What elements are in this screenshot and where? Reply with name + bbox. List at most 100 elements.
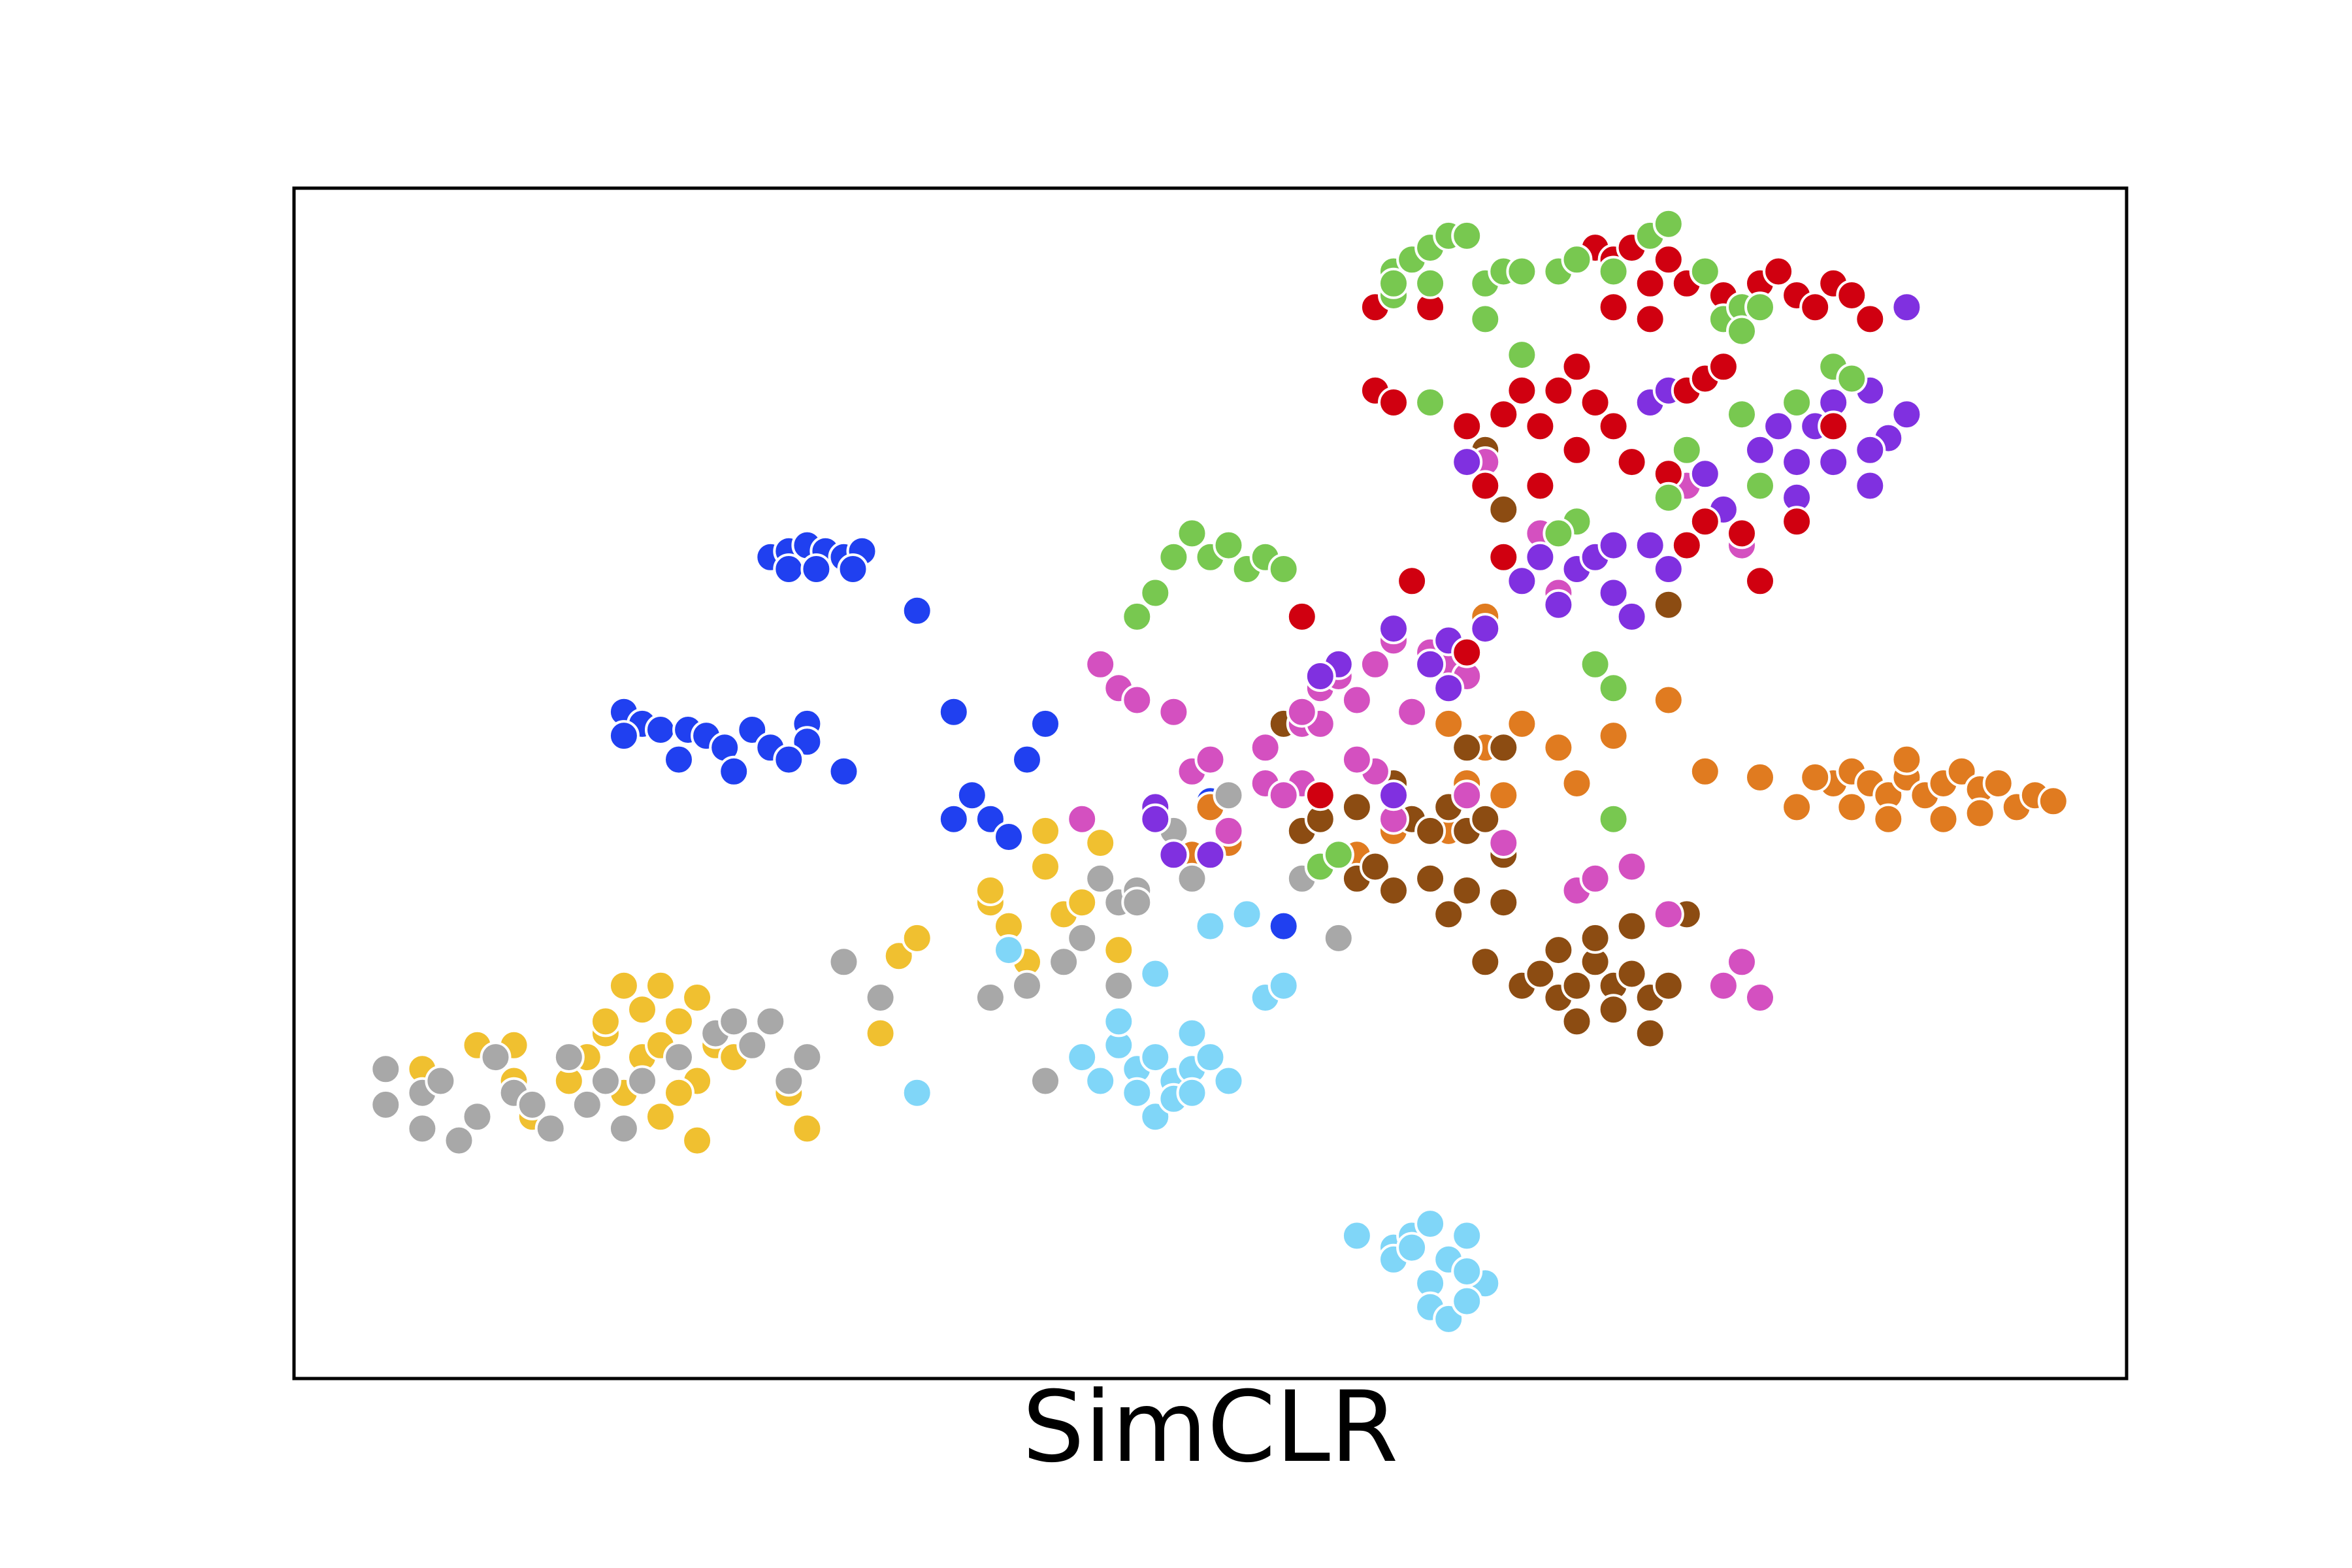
scatter-point bbox=[1524, 958, 1556, 990]
scatter-point bbox=[956, 779, 988, 811]
scatter-point bbox=[1414, 862, 1446, 894]
scatter-point bbox=[974, 875, 1006, 906]
scatter-point bbox=[1267, 553, 1299, 585]
scatter-point bbox=[1872, 803, 1904, 835]
scatter-point bbox=[1616, 851, 1648, 883]
scatter-point bbox=[589, 1065, 621, 1097]
scatter-series-2 bbox=[406, 815, 1135, 1156]
scatter-point bbox=[1396, 696, 1428, 728]
scatter-point bbox=[1451, 1220, 1483, 1252]
scatter-point bbox=[1781, 387, 1813, 418]
scatter-point bbox=[1469, 803, 1501, 835]
scatter-point bbox=[1341, 791, 1373, 823]
scatter-point bbox=[1322, 839, 1354, 871]
points-layer bbox=[370, 208, 2069, 1335]
scatter-point bbox=[1616, 958, 1648, 990]
scatter-point bbox=[1616, 910, 1648, 942]
scatter-point bbox=[425, 1065, 457, 1097]
scatter-point bbox=[1231, 898, 1263, 930]
scatter-point bbox=[1652, 970, 1684, 1002]
scatter-point bbox=[1451, 446, 1483, 478]
scatter-point bbox=[1854, 470, 1886, 502]
scatter-series-9 bbox=[1121, 208, 1868, 883]
scatter-point bbox=[1744, 291, 1776, 323]
scatter-point bbox=[1652, 553, 1684, 585]
scatter-point bbox=[608, 970, 640, 1002]
scatter-point bbox=[1543, 732, 1575, 764]
scatter-point bbox=[1836, 791, 1868, 823]
scatter-point bbox=[1543, 374, 1575, 406]
scatter-point bbox=[1744, 565, 1776, 597]
scatter-point bbox=[1836, 363, 1868, 395]
scatter-point bbox=[1267, 910, 1299, 942]
scatter-point bbox=[1561, 768, 1593, 799]
scatter-point bbox=[1085, 862, 1117, 894]
scatter-point bbox=[1085, 827, 1117, 859]
scatter-point bbox=[1414, 1208, 1446, 1240]
scatter-point bbox=[1304, 661, 1336, 692]
scatter-point bbox=[1652, 684, 1684, 716]
scatter-point bbox=[1378, 387, 1409, 418]
scatter-point bbox=[608, 1113, 640, 1145]
scatter-series-8 bbox=[1286, 232, 1886, 811]
scatter-point bbox=[1652, 482, 1684, 514]
scatter-point bbox=[1634, 1017, 1666, 1049]
scatter-point bbox=[1726, 946, 1757, 978]
scatter-point bbox=[663, 1077, 694, 1109]
scatter-point bbox=[837, 553, 869, 585]
x-axis-label: SimCLR bbox=[1022, 1371, 1399, 1484]
scatter-point bbox=[1359, 648, 1391, 680]
scatter-point bbox=[773, 553, 805, 585]
scatter-point bbox=[370, 1088, 402, 1120]
scatter-point bbox=[1451, 220, 1483, 252]
scatter-point bbox=[1561, 970, 1593, 1002]
scatter-point bbox=[1744, 434, 1776, 466]
scatter-point bbox=[1543, 517, 1575, 549]
scatter-point bbox=[1213, 529, 1245, 561]
scatter-point bbox=[1799, 291, 1831, 323]
scatter-point bbox=[1451, 1256, 1483, 1287]
scatter-point bbox=[553, 1041, 585, 1073]
scatter-point bbox=[1121, 684, 1153, 716]
scatter-point bbox=[1579, 922, 1611, 954]
scatter-point bbox=[791, 1113, 823, 1145]
scatter-point bbox=[1597, 994, 1629, 1026]
scatter-point bbox=[901, 922, 933, 954]
scatter-point bbox=[1139, 1041, 1171, 1073]
scatter-point bbox=[1524, 410, 1556, 442]
scatter-point bbox=[1671, 434, 1703, 466]
scatter-point bbox=[1396, 565, 1428, 597]
scatter-point bbox=[1763, 410, 1795, 442]
scatter-point bbox=[1818, 410, 1850, 442]
scatter-point bbox=[1634, 267, 1666, 299]
scatter-point bbox=[1085, 648, 1117, 680]
scatter-point bbox=[370, 1053, 402, 1085]
scatter-point bbox=[1689, 255, 1721, 287]
scatter-point bbox=[1561, 351, 1593, 383]
scatter-point bbox=[406, 1113, 438, 1145]
scatter-point bbox=[1781, 446, 1813, 478]
scatter-point bbox=[1121, 887, 1153, 919]
scatter-point bbox=[1030, 851, 1061, 883]
scatter-point bbox=[1011, 743, 1043, 776]
scatter-point bbox=[1378, 267, 1409, 299]
scatter-point bbox=[1194, 1041, 1226, 1073]
scatter-point bbox=[1579, 862, 1611, 894]
scatter-point bbox=[1561, 1005, 1593, 1037]
scatter-point bbox=[1469, 613, 1501, 645]
scatter-point bbox=[1213, 1065, 1245, 1097]
scatter-point bbox=[1139, 803, 1171, 835]
scatter-point bbox=[1304, 779, 1336, 811]
scatter-point bbox=[1781, 791, 1813, 823]
scatter-point bbox=[1176, 517, 1208, 549]
scatter-point bbox=[1158, 696, 1190, 728]
scatter-series-5 bbox=[1267, 434, 1757, 1049]
scatter-point bbox=[1030, 815, 1061, 847]
scatter-point bbox=[663, 743, 694, 776]
scatter-point bbox=[1158, 541, 1190, 573]
scatter-point bbox=[1506, 255, 1538, 287]
scatter-point bbox=[1286, 600, 1318, 632]
scatter-point bbox=[1927, 803, 1959, 835]
scatter-point bbox=[1341, 743, 1373, 776]
